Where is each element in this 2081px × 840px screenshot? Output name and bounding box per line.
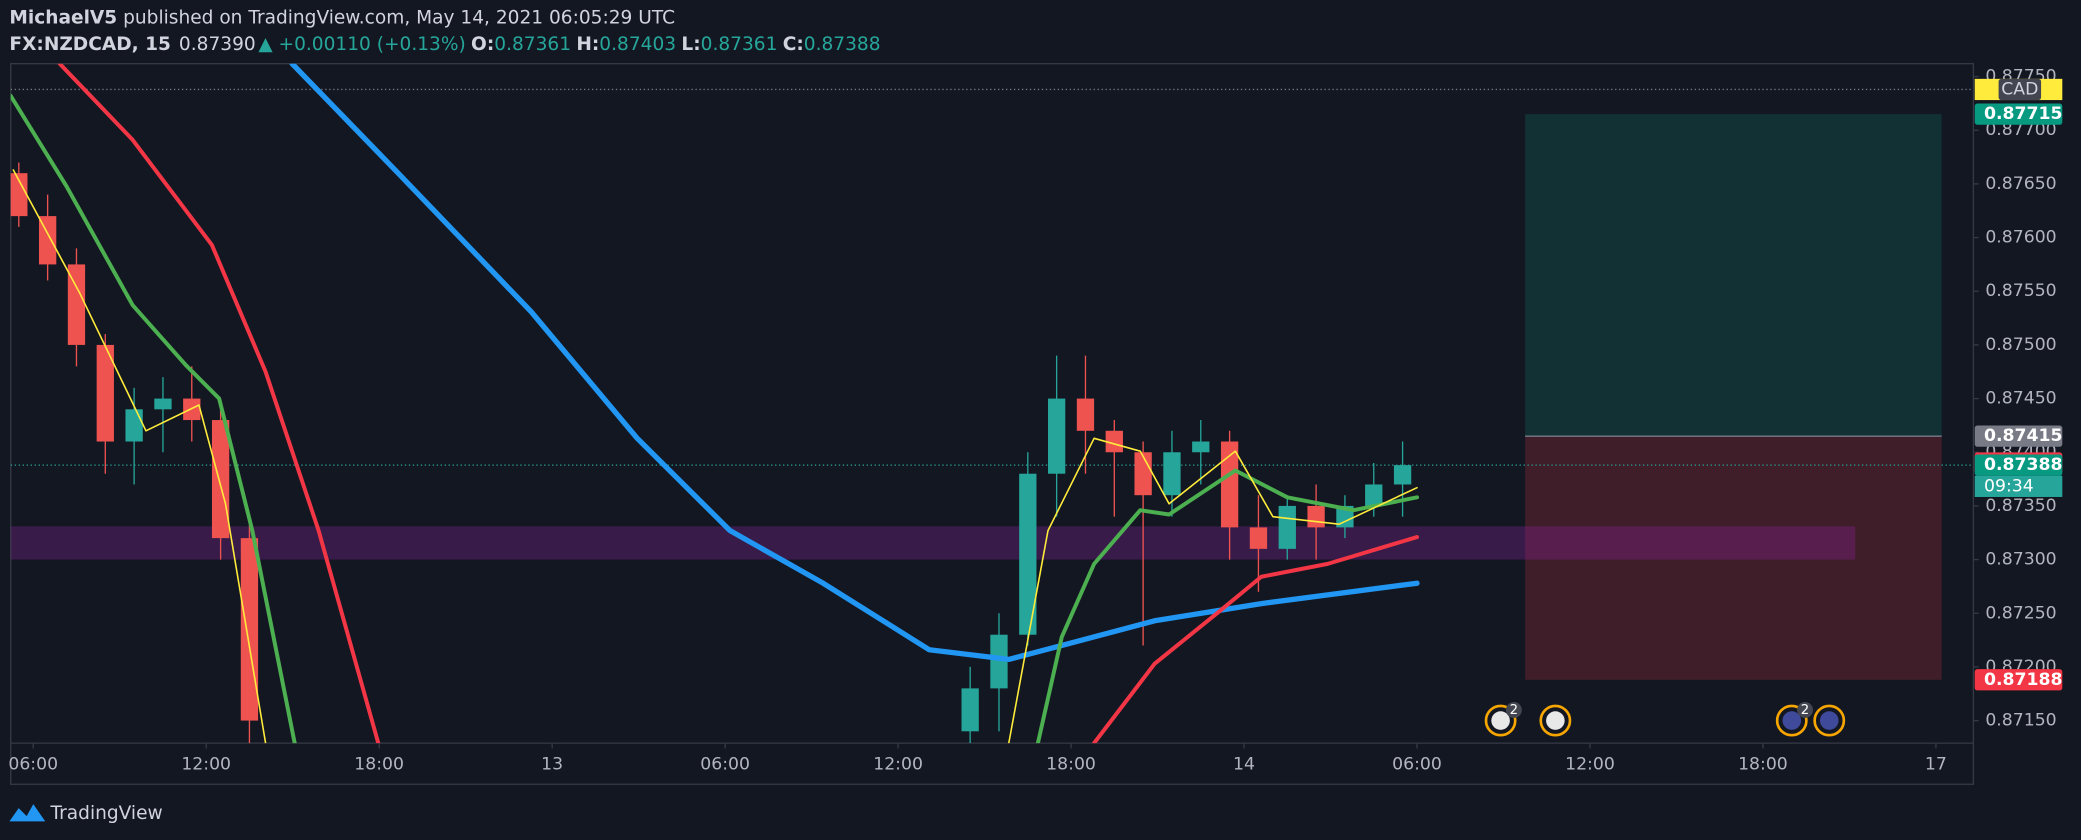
y-tick-label: 0.87600 (1985, 228, 2056, 248)
y-tick-label: 0.87500 (1985, 335, 2056, 355)
event-badge (1505, 701, 1522, 718)
published: published on TradingView.com, May 14, 20… (117, 7, 675, 28)
event-count: 2 (1801, 703, 1809, 718)
candle-body (211, 420, 230, 539)
candle-body (1249, 527, 1268, 549)
x-tick-label: 18:00 (1046, 754, 1096, 774)
ma-line (57, 63, 1419, 744)
candle-body (125, 409, 143, 442)
candle-body (1134, 452, 1152, 496)
price-badge-label: 0.87188 (1984, 670, 2063, 690)
x-tick-label: 06:00 (1392, 754, 1442, 774)
countdown: 09:34 (1984, 476, 2034, 496)
zone (10, 526, 1856, 560)
x-tick-label: 18:00 (1738, 754, 1788, 774)
event-flag (1491, 711, 1510, 730)
candle-body (1278, 505, 1296, 549)
x-tick-label: 17 (1925, 754, 1947, 774)
candle-body (1019, 473, 1037, 635)
low: 0.87361 (701, 33, 778, 54)
candle-body (1365, 484, 1383, 506)
price-badge-label: 0.87388 (1984, 455, 2063, 475)
logo: TradingView (9, 803, 163, 824)
y-tick-label: 0.87150 (1985, 711, 2056, 731)
plot-area (10, 63, 1974, 744)
candle-body (1163, 452, 1181, 496)
y-tick-label: 0.87550 (1985, 281, 2056, 301)
open: 0.87361 (494, 33, 571, 54)
x-tick-label: 06:00 (8, 754, 58, 774)
candle-body (38, 216, 57, 265)
price-badge-label: 0.87415 (1984, 426, 2063, 446)
x-tick-label: 18:00 (354, 754, 404, 774)
x-tick-label: 13 (541, 754, 563, 774)
c-label: C: (783, 33, 804, 54)
ma-line (289, 63, 1420, 663)
o-label: O: (471, 33, 494, 54)
event-badge (1797, 701, 1814, 718)
candle-body (990, 634, 1008, 689)
candle-body (1307, 505, 1325, 528)
last-price: 0.87390 (179, 33, 256, 54)
candle-body (1393, 465, 1412, 485)
x-tick-label: 06:00 (700, 754, 750, 774)
l-label: L: (681, 33, 700, 54)
price-badge (1974, 103, 2063, 125)
event-flag (1546, 711, 1565, 730)
brand: TradingView (50, 803, 163, 824)
high: 0.87403 (599, 33, 676, 54)
y-tick-label: 0.87300 (1985, 550, 2056, 570)
frame (10, 63, 1975, 785)
candle-body (154, 398, 172, 410)
price-badge (1974, 454, 2063, 476)
candle-body (961, 688, 979, 732)
author: MichaelV5 (9, 7, 117, 28)
currency-badge (1998, 78, 2042, 101)
candle-body (10, 173, 28, 217)
x-tick-label: 12:00 (1565, 754, 1615, 774)
position-target (1525, 114, 1942, 437)
event-flag (1819, 711, 1839, 730)
x-tick-label: 12:00 (873, 754, 923, 774)
candle-body (1076, 398, 1095, 431)
logo-icon (9, 804, 46, 822)
candle-body (240, 538, 259, 721)
candle-body (1220, 441, 1239, 528)
symbol: FX:NZDCAD, 15 (9, 33, 171, 54)
change: ▲ +0.00110 (+0.13%) (258, 33, 465, 54)
price-badge (1974, 669, 2063, 691)
y-tick-label: 0.87250 (1985, 603, 2056, 623)
currency: CAD (2001, 79, 2038, 99)
y-tick-label: 0.87450 (1985, 389, 2056, 409)
countdown-badge (1974, 475, 2063, 497)
candle-body (1192, 441, 1210, 453)
candle-body (96, 344, 114, 442)
y-tick-label: 0.87700 (1985, 120, 2056, 140)
symbol-line: FX:NZDCAD, 15 0.87390 ▲ +0.00110 (+0.13%) O… (9, 33, 880, 54)
y-tick-label: 0.87350 (1985, 496, 2056, 516)
candle-body (67, 264, 86, 345)
price-badge-label: 0.87715 (1984, 104, 2063, 124)
position-stop (1525, 436, 1942, 680)
ma-line (12, 169, 1418, 744)
close: 0.87388 (804, 33, 881, 54)
x-tick-label: 14 (1233, 754, 1255, 774)
candle-body (1047, 398, 1066, 474)
candle-body (1105, 430, 1123, 453)
y-tick-label: 0.87650 (1985, 174, 2056, 194)
event-count: 2 (1510, 703, 1518, 718)
ma-line (10, 93, 1419, 744)
h-label: H: (576, 33, 599, 54)
x-tick-label: 12:00 (181, 754, 231, 774)
header-line: MichaelV5 published on TradingView.com, … (9, 7, 675, 28)
event-flag (1782, 711, 1802, 730)
price-badge (1974, 425, 2063, 447)
